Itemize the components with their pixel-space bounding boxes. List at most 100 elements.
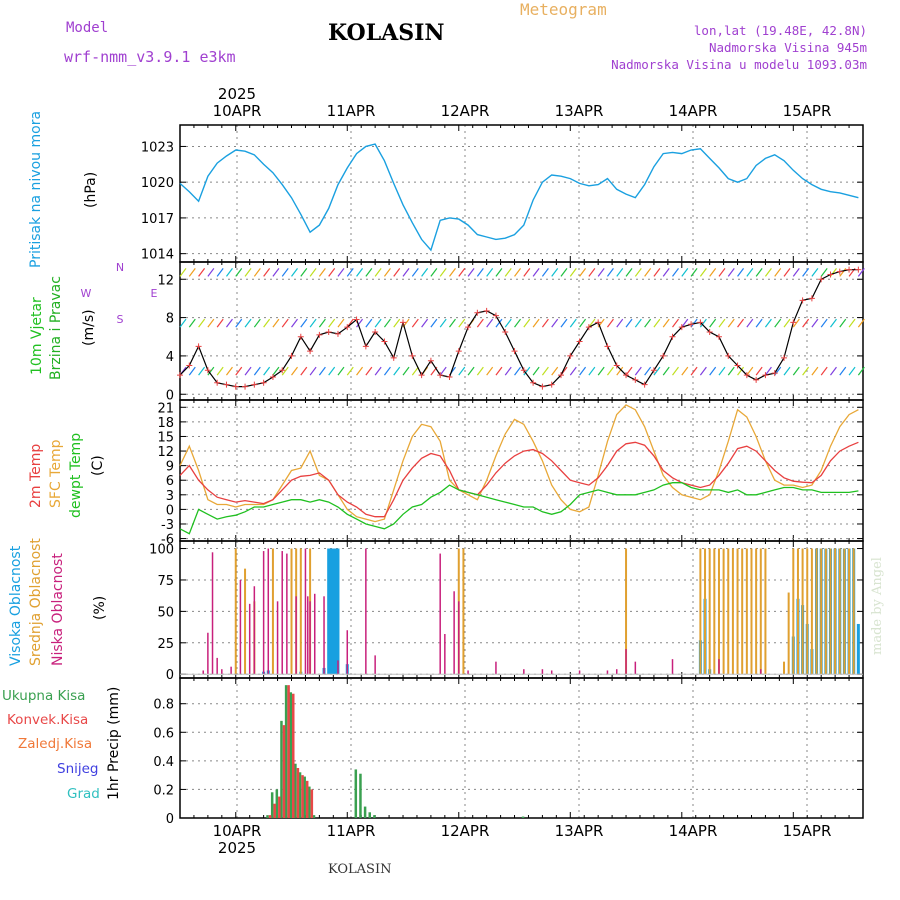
wind-barb bbox=[857, 268, 865, 277]
wind-speed-marker bbox=[232, 383, 239, 390]
wind-barb bbox=[486, 366, 494, 376]
wind-speed-marker bbox=[390, 354, 397, 361]
wind-speed-marker bbox=[520, 367, 527, 374]
frame-temperature bbox=[179, 399, 864, 542]
cloud-bar-1 bbox=[848, 548, 851, 675]
cloud-bar-1 bbox=[759, 548, 762, 675]
wind-barb bbox=[356, 268, 364, 277]
wind-barb bbox=[746, 268, 754, 277]
wind-barb bbox=[272, 366, 280, 376]
wind-speed-marker bbox=[827, 271, 834, 278]
wind-speed-marker bbox=[177, 372, 183, 379]
legend-conv-rain: Konvek.Kisa bbox=[7, 712, 89, 728]
wind-barb bbox=[746, 318, 754, 328]
cloud-bar-2 bbox=[671, 659, 674, 675]
cloud-bar-2 bbox=[309, 601, 311, 675]
wind-speed-marker bbox=[502, 328, 509, 335]
wind-barb bbox=[783, 366, 791, 376]
wind-speed-marker bbox=[260, 379, 267, 386]
cloud-bar-2 bbox=[230, 666, 232, 675]
wind-speed-marker bbox=[715, 333, 722, 340]
wind-barb bbox=[644, 318, 652, 328]
wind-barb bbox=[727, 366, 735, 376]
wind-barb bbox=[532, 318, 540, 328]
high-cloud-label: Visoka Oblacnost bbox=[8, 545, 24, 666]
wind-barb bbox=[523, 318, 531, 328]
wind-speed-marker bbox=[678, 324, 685, 331]
precip-bar-1 bbox=[282, 725, 286, 818]
precip-bar-0 bbox=[312, 815, 316, 818]
wind-barb bbox=[328, 268, 336, 277]
wind-speed-marker bbox=[492, 312, 499, 319]
precip-bar-1 bbox=[292, 693, 295, 818]
wind-barb bbox=[662, 268, 670, 277]
wind-barb bbox=[467, 318, 475, 328]
wind-barb bbox=[374, 268, 382, 277]
cloud-bar-0 bbox=[805, 623, 809, 675]
cloud-bar-0 bbox=[815, 548, 819, 675]
frame-wind bbox=[179, 261, 864, 401]
cloud-bar-1 bbox=[708, 548, 711, 675]
cloud-bar-1 bbox=[801, 548, 804, 675]
cloud-bar-1 bbox=[829, 548, 832, 675]
wind-barb bbox=[225, 268, 233, 277]
ytick-label-temperature: -6 bbox=[161, 533, 174, 548]
precip-bar-0 bbox=[275, 789, 279, 818]
day-label-top: 14APR bbox=[669, 102, 718, 120]
ytick-label-clouds: 100 bbox=[149, 543, 174, 558]
wind-barb bbox=[579, 366, 587, 376]
ytick-label-precip: 0 bbox=[166, 812, 174, 827]
model-elevation-text: Nadmorska Visina u modelu 1093.03m bbox=[611, 57, 867, 72]
wind-barb bbox=[690, 366, 698, 376]
wind-barb bbox=[458, 366, 466, 376]
cloud-bar-1 bbox=[253, 601, 256, 675]
wind-barb bbox=[430, 318, 438, 328]
wind-barb bbox=[318, 268, 326, 277]
wind-barb bbox=[346, 268, 354, 277]
wind-barb bbox=[709, 318, 717, 328]
cloud-bar-2 bbox=[467, 670, 469, 675]
wind-speed-marker bbox=[781, 354, 788, 361]
wind-speed-marker bbox=[409, 352, 416, 359]
wind-barb bbox=[616, 318, 624, 328]
cloud-bar-1 bbox=[792, 548, 795, 675]
ytick-label-wind: 0 bbox=[166, 388, 174, 403]
wind-speed-marker bbox=[251, 381, 258, 388]
cloud-bar-0 bbox=[708, 669, 712, 675]
cloud-bar-1 bbox=[755, 548, 758, 675]
cloud-bar-2 bbox=[346, 630, 349, 675]
wind-barb bbox=[569, 366, 577, 376]
cloud-bar-1 bbox=[834, 548, 837, 675]
wind-speed-marker bbox=[381, 338, 388, 345]
cloud-bar-0 bbox=[819, 548, 823, 675]
ytick-label-temperature: 9 bbox=[166, 460, 174, 475]
wind-speed-marker bbox=[576, 338, 583, 345]
wind-speed-marker bbox=[734, 362, 741, 369]
cloud-bar-1 bbox=[796, 548, 799, 675]
cloud-bar-0 bbox=[842, 548, 846, 675]
wind-barb bbox=[235, 366, 243, 376]
wind-barb bbox=[551, 366, 559, 376]
cloud-bar-0 bbox=[796, 598, 800, 675]
meteogram-title: Meteogram bbox=[520, 0, 607, 19]
wind-barb bbox=[281, 366, 289, 376]
wind-speed-marker bbox=[446, 374, 453, 380]
wind-barb bbox=[848, 318, 856, 328]
cloud-bar-1 bbox=[704, 548, 707, 675]
wind-barb bbox=[532, 366, 540, 376]
station-title: KOLASIN bbox=[328, 20, 445, 46]
panel-wind: 0 4 8 12 bbox=[157, 261, 864, 403]
wind-barb bbox=[365, 318, 373, 328]
pressure-line bbox=[179, 143, 859, 252]
ytick-label-temperature: 12 bbox=[157, 445, 174, 460]
wind-speed-marker bbox=[697, 319, 704, 326]
wind-barb bbox=[597, 268, 605, 277]
wind-speed-marker bbox=[427, 357, 434, 364]
wind-barb bbox=[523, 366, 531, 376]
wind-barb bbox=[681, 268, 689, 277]
wind-barb bbox=[514, 268, 522, 277]
wind-barb bbox=[523, 268, 531, 277]
wind-speed-marker bbox=[316, 331, 323, 338]
precip-bar-0 bbox=[303, 776, 306, 818]
cloud-bar-2 bbox=[281, 551, 283, 675]
